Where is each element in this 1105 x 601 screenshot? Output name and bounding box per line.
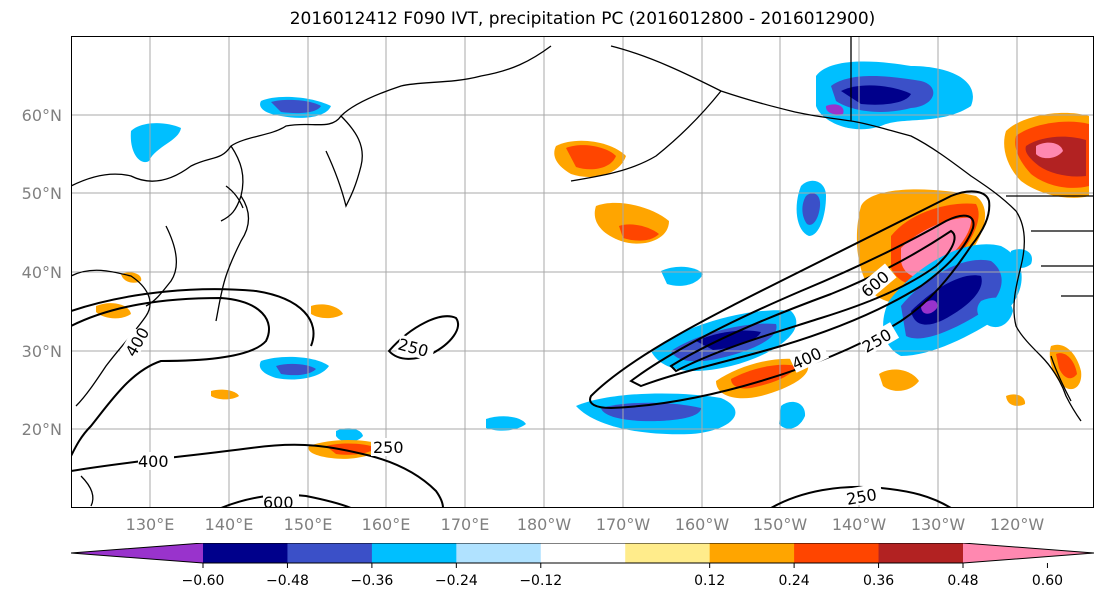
precip-positive-region: [326, 443, 376, 455]
ivt-contour-250: [387, 315, 459, 360]
lon-label: 170°W: [596, 515, 651, 534]
lat-label: 60°N: [22, 106, 62, 125]
coastline-asia: [71, 45, 552, 187]
precip-negative-region: [779, 401, 806, 429]
ivt-contour-400: [71, 296, 270, 457]
lat-label: 40°N: [22, 263, 62, 282]
coastline-baja: [1050, 355, 1072, 402]
precip-positive-region: [879, 369, 919, 391]
colorbar-swatch: [203, 543, 288, 563]
lon-label: 170°E: [441, 515, 490, 534]
lon-label: 140°E: [205, 515, 254, 534]
border-states: [1031, 230, 1094, 297]
colorbar-swatch: [878, 543, 964, 563]
colorbar-extend-low: [71, 543, 203, 563]
lon-label: 160°W: [675, 515, 730, 534]
colorbar-swatch: [456, 543, 542, 563]
coastline-korea: [145, 225, 178, 307]
map-title: 2016012412 F090 IVT, precipitation PC (2…: [289, 9, 876, 29]
colorbar-swatch: [540, 543, 626, 563]
contour-label: 600: [263, 493, 294, 508]
precip-negative-region: [486, 416, 526, 431]
colorbar-tick-label: −0.24: [435, 573, 478, 589]
precip-positive-region: [1056, 353, 1077, 379]
colorbar-tick-label: −0.12: [519, 573, 562, 589]
colorbar-tick-label: −0.60: [182, 573, 225, 589]
colorbar-swatch: [287, 543, 373, 563]
ivt-contour-400: [629, 214, 975, 388]
contour-label: 250: [845, 485, 878, 508]
colorbar-swatch: [709, 543, 795, 563]
lat-label: 30°N: [22, 342, 62, 361]
precip-negative-region: [696, 330, 761, 350]
coastline-japan: [225, 185, 244, 209]
coastline-kamchatka: [325, 115, 363, 208]
precip-negative-region: [336, 428, 363, 442]
lon-label: 150°E: [284, 515, 333, 534]
precip-positive-region: [619, 224, 659, 241]
precip-positive-region: [1036, 142, 1063, 159]
colorbar-tick-label: 0.24: [779, 573, 810, 589]
precip-positive-region: [1006, 394, 1026, 406]
coastline-china: [71, 269, 151, 407]
colorbar-ticks: [202, 563, 1048, 568]
gridlines: [71, 36, 1094, 508]
colorbar-swatch: [794, 543, 880, 563]
lat-label: 50°N: [22, 184, 62, 203]
contour-label: 400: [138, 452, 169, 471]
lon-label: 130°E: [126, 515, 175, 534]
lon-label: 150°W: [753, 515, 808, 534]
lon-label: 130°W: [911, 515, 966, 534]
contour-label: 250: [373, 438, 404, 457]
latitude-axis: 60°N 50°N 40°N 30°N 20°N: [22, 106, 62, 439]
ivt-contour-600: [669, 229, 956, 373]
lat-label: 20°N: [22, 420, 62, 439]
colorbar-tick-label: 0.36: [863, 573, 894, 589]
colorbar-tick-label: 0.48: [947, 573, 978, 589]
colorbar-tick-label: −0.48: [266, 573, 309, 589]
ivt-contour-600: [220, 493, 352, 508]
precip-negative-region: [825, 104, 844, 115]
ivt-contour-250: [71, 288, 315, 347]
colorbar-tick-label: −0.36: [350, 573, 393, 589]
precip-negative-region: [977, 297, 1013, 328]
colorbar-swatches: [71, 543, 1094, 563]
coastline-alaska: [610, 45, 1017, 212]
colorbar-tick-label: 0.60: [1032, 573, 1063, 589]
coastline-philippines: [80, 475, 94, 507]
map-panel: 400 250 400 600 400 250 600 250 250: [71, 36, 1094, 508]
coastlines: [71, 36, 1094, 507]
lon-label: 120°W: [990, 515, 1045, 534]
precip-negative-region: [130, 123, 181, 163]
ivt-contour-250: [589, 190, 991, 410]
colorbar-tick-label: 0.12: [694, 573, 725, 589]
precip-negative-region: [921, 300, 938, 314]
precip-negative-region: [802, 193, 821, 225]
colorbar-swatch: [371, 543, 457, 563]
colorbar: −0.60 −0.48 −0.36 −0.24 −0.12 0.12 0.24 …: [71, 543, 1094, 589]
colorbar-extend-high: [963, 543, 1094, 563]
precip-positive-region: [211, 389, 239, 400]
precip-positive-region: [311, 304, 343, 319]
colorbar-swatch: [625, 543, 711, 563]
coastline-alaska-peninsula: [570, 90, 722, 182]
coastline-north-america: [1013, 210, 1082, 422]
ivt-contours: [71, 190, 991, 508]
colorbar-outline: [71, 543, 1094, 564]
precip-positive-region: [566, 145, 616, 170]
lon-label: 140°W: [832, 515, 887, 534]
map-frame: [71, 36, 1094, 508]
lon-label: 180°W: [517, 515, 572, 534]
lon-label: 160°E: [362, 515, 411, 534]
precip-negative-region: [1009, 249, 1032, 268]
longitude-axis: 130°E 140°E 150°E 160°E 170°E 180°W 170°…: [126, 515, 1045, 534]
precip-negative-region: [276, 363, 316, 376]
